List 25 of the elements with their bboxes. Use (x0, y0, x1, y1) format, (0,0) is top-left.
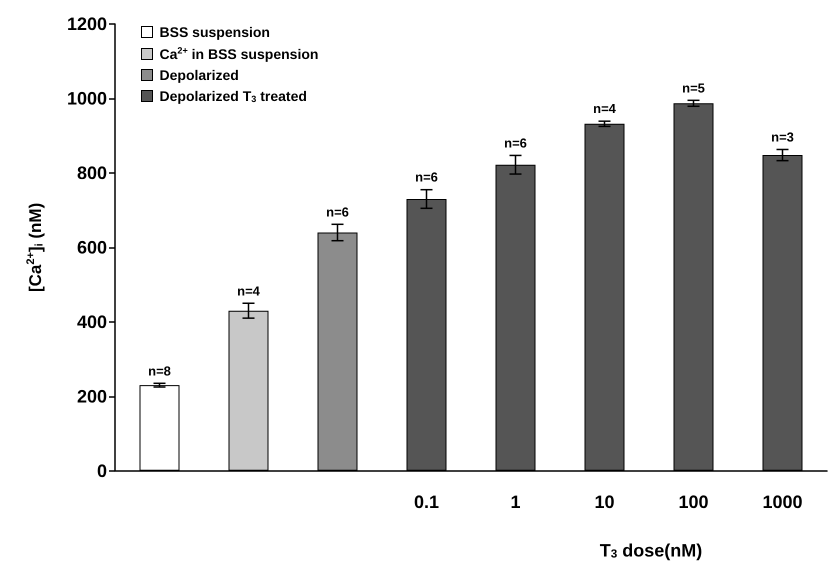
x-tick-label: 0.1 (414, 492, 440, 512)
y-tick-label: 200 (76, 386, 107, 406)
legend-label: Depolarized (160, 67, 239, 83)
x-tick-label: 10 (594, 492, 615, 512)
y-axis-title: [Ca2+]i (nM) (25, 202, 46, 292)
y-tick-label: 800 (76, 162, 107, 183)
annotation: n=6 (415, 170, 438, 185)
annotation: n=8 (148, 363, 171, 378)
annotation: n=6 (504, 135, 527, 150)
annotation: n=3 (771, 129, 794, 144)
annotation: n=4 (237, 283, 261, 298)
y-tick-label: 400 (76, 312, 107, 332)
x-axis-title: T3 dose(nM) (600, 540, 702, 560)
x-tick-label: 1000 (762, 492, 803, 512)
legend-label: BSS suspension (160, 24, 270, 40)
y-tick-label: 1000 (66, 88, 107, 108)
x-tick-label: 100 (678, 492, 709, 512)
y-tick-label: 1200 (66, 14, 107, 34)
x-tick-label: 1 (510, 492, 521, 512)
legend-label: Depolarized T3 treated (160, 88, 307, 104)
annotation: n=6 (326, 204, 349, 220)
y-tick-label: 0 (96, 460, 107, 481)
y-tick-label: 600 (76, 237, 107, 258)
annotation: n=4 (593, 101, 617, 116)
annotation: n=5 (682, 80, 705, 96)
